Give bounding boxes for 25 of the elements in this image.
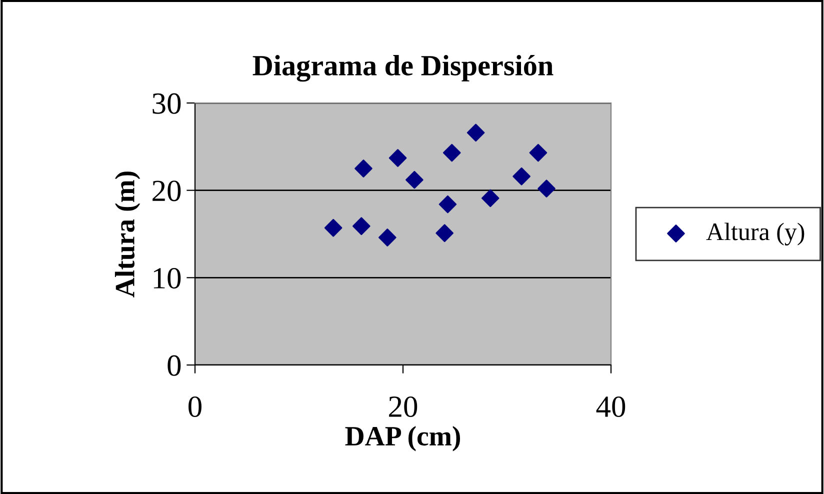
point xyxy=(388,149,407,167)
point xyxy=(466,124,485,142)
point xyxy=(438,195,457,214)
x-tick-label: 0 xyxy=(188,396,202,418)
point xyxy=(436,224,454,242)
point xyxy=(406,170,424,189)
y-tick-label: 10 xyxy=(154,268,181,289)
x-tick-label: 40 xyxy=(596,396,626,418)
x-tick-label: 20 xyxy=(389,396,418,418)
point xyxy=(442,144,461,162)
y-tick-label: 30 xyxy=(152,93,181,114)
point xyxy=(354,160,372,178)
point xyxy=(324,218,342,237)
y-tick-label: 20 xyxy=(152,180,181,202)
x-axis-title: DAP (cm) xyxy=(345,426,460,452)
point xyxy=(512,167,530,186)
legend-label: Altura (y) xyxy=(706,222,804,246)
point xyxy=(481,189,500,208)
point xyxy=(378,228,396,246)
point xyxy=(352,217,370,236)
y-axis-title: Altura (m) xyxy=(114,172,140,298)
point xyxy=(529,144,548,162)
chart-title: Diagrama de Dispersión xyxy=(252,54,554,82)
point xyxy=(538,180,556,198)
y-tick-label: 0 xyxy=(168,355,181,376)
